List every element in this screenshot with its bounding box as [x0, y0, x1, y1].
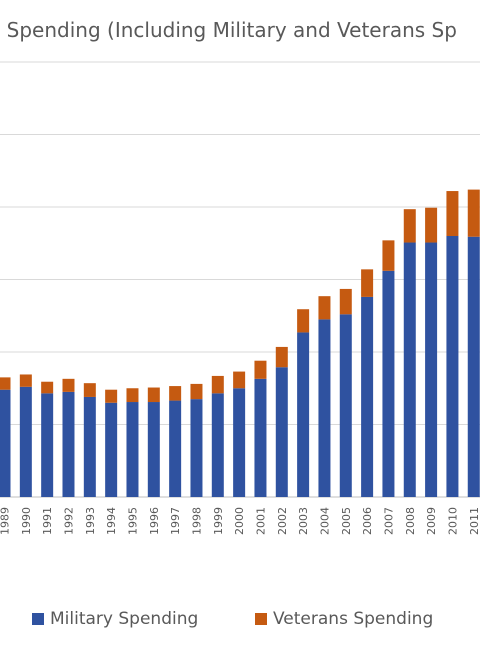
bar-veterans-2011	[467, 189, 480, 237]
x-tick-label-2003: 2003	[297, 507, 310, 535]
bar-veterans-1998	[190, 383, 203, 400]
bar-military-2002	[275, 367, 288, 497]
legend-swatch-military	[32, 613, 44, 625]
x-tick-label-1992: 1992	[62, 507, 75, 535]
bar-veterans-2002	[275, 346, 288, 368]
bar-military-1994	[105, 402, 118, 497]
bar-military-2001	[254, 378, 267, 497]
bar-military-1992	[62, 391, 75, 497]
chart-title: e Spending (Including Military and Veter…	[0, 18, 457, 42]
bar-veterans-2010	[446, 191, 459, 236]
x-tick-label-2000: 2000	[233, 507, 246, 535]
bar-military-1993	[83, 396, 96, 497]
bar-veterans-1994	[105, 389, 118, 403]
bar-military-2006	[361, 296, 374, 497]
x-tick-label-1996: 1996	[148, 507, 161, 535]
x-tick-label-2011: 2011	[468, 507, 480, 535]
bar-military-1998	[190, 399, 203, 497]
bar-military-2010	[446, 236, 459, 497]
bar-veterans-2009	[425, 207, 438, 243]
bars	[0, 189, 480, 497]
bar-military-1989	[0, 389, 11, 497]
bar-military-2003	[297, 332, 310, 497]
legend-item-military: Military Spending	[32, 609, 198, 629]
legend-item-veterans: Veterans Spending	[255, 609, 433, 629]
x-tick-label-2009: 2009	[425, 507, 438, 535]
bar-veterans-1993	[83, 383, 96, 397]
x-tick-label-1989: 1989	[0, 507, 12, 535]
x-tick-label-2006: 2006	[361, 507, 374, 535]
x-tick-label-2005: 2005	[340, 507, 353, 535]
bar-veterans-2006	[361, 269, 374, 297]
x-tick-label-1995: 1995	[126, 507, 139, 535]
bar-veterans-1999	[211, 375, 224, 394]
gridlines	[0, 61, 480, 498]
x-tick-labels: 1989 1990 1991 1992 1993 1994 1995 1996 1997 1998…	[0, 507, 480, 535]
bar-military-1991	[41, 393, 54, 497]
bar-veterans-2003	[297, 309, 310, 333]
bar-military-2008	[403, 242, 416, 497]
x-tick-label-2008: 2008	[404, 507, 417, 535]
bar-veterans-1989	[0, 377, 11, 390]
x-tick-label-1994: 1994	[105, 507, 118, 535]
bar-veterans-1996	[147, 387, 160, 403]
bar-military-2000	[233, 388, 246, 497]
x-tick-label-2002: 2002	[276, 507, 289, 535]
x-tick-label-2007: 2007	[382, 507, 395, 535]
x-tick-label-1990: 1990	[20, 507, 33, 535]
bar-veterans-2004	[318, 296, 331, 320]
bar-veterans-1997	[169, 386, 182, 401]
bar-military-1995	[126, 402, 139, 497]
bar-military-1997	[169, 400, 182, 497]
x-tick-label-2001: 2001	[254, 507, 267, 535]
x-tick-label-1997: 1997	[169, 507, 182, 535]
legend-label-veterans: Veterans Spending	[273, 609, 434, 629]
x-tick-label-2010: 2010	[446, 507, 459, 535]
bar-military-1999	[211, 393, 224, 497]
x-tick-label-2004: 2004	[318, 507, 331, 535]
bar-military-1990	[19, 386, 32, 497]
bar-military-2011	[467, 236, 480, 497]
bar-veterans-1990	[19, 374, 32, 387]
x-tick-label-1993: 1993	[84, 507, 97, 535]
x-tick-label-1991: 1991	[41, 507, 54, 535]
bar-veterans-1992	[62, 378, 75, 392]
bar-military-1996	[147, 402, 160, 497]
x-tick-label-1998: 1998	[190, 507, 203, 535]
bar-veterans-2007	[382, 240, 395, 271]
bar-military-2005	[339, 314, 352, 497]
bar-military-2004	[318, 319, 331, 497]
bar-veterans-2005	[339, 288, 352, 315]
legend: Military Spending Veterans Spending	[0, 609, 480, 633]
x-tick-label-1999: 1999	[212, 507, 225, 535]
legend-swatch-veterans	[255, 613, 267, 625]
bar-veterans-2000	[233, 371, 246, 389]
bar-veterans-1995	[126, 388, 139, 403]
stacked-bar-chart: 1989 1990 1991 1992 1993 1994 1995 1996 1997 1998…	[0, 61, 480, 535]
bar-veterans-2008	[403, 209, 416, 243]
bar-military-2007	[382, 270, 395, 497]
bar-veterans-1991	[41, 381, 54, 394]
bar-veterans-2001	[254, 360, 267, 379]
legend-label-military: Military Spending	[50, 609, 199, 629]
bar-military-2009	[425, 242, 438, 497]
